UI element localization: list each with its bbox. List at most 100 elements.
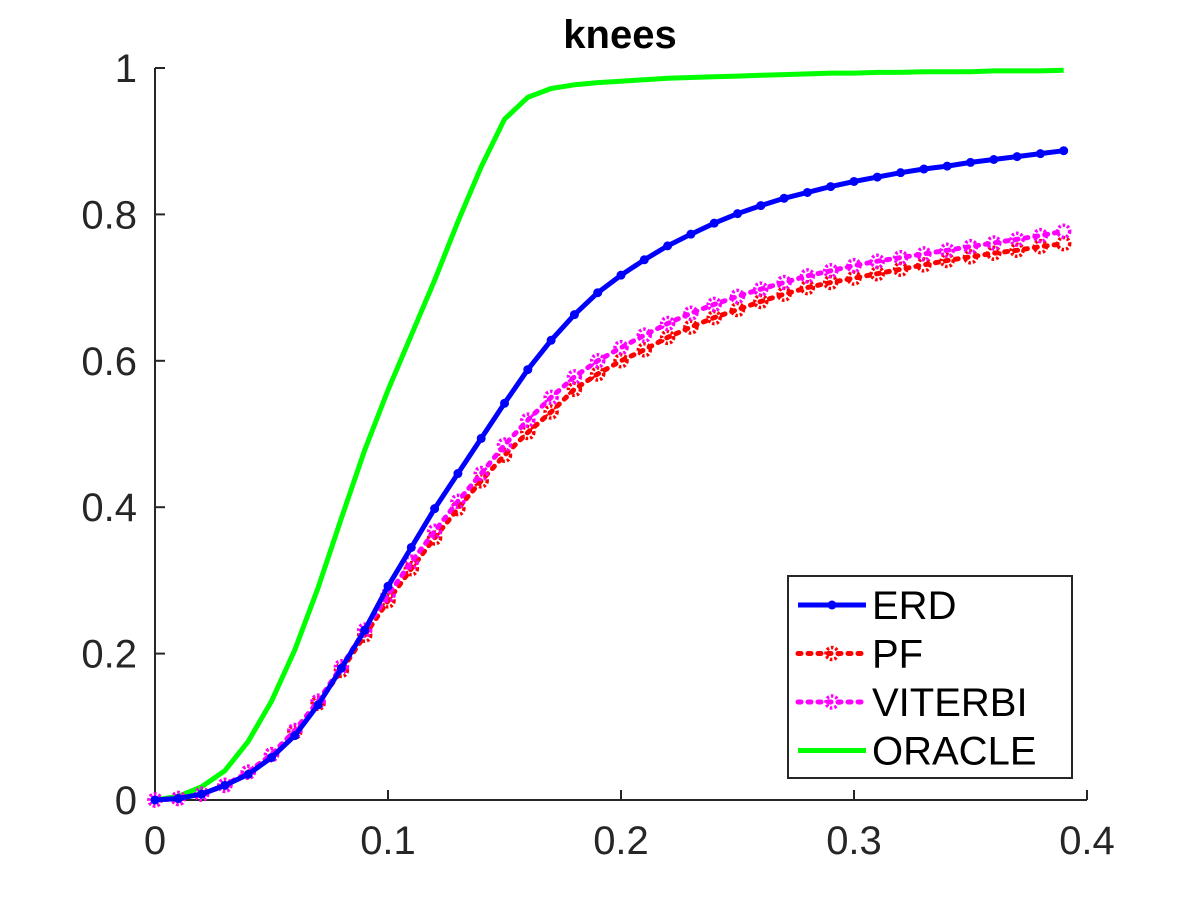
data-point [290,731,300,741]
data-point [663,241,673,251]
data-point [150,795,160,805]
series-line [154,148,1065,803]
data-point [892,249,909,266]
data-point [546,335,556,345]
y-tick-label: 1 [115,47,137,91]
data-point [802,187,812,197]
x-tick-label: 0.3 [826,819,882,863]
legend-item-oracle: ORACLE [798,730,1037,774]
data-point [1035,149,1045,159]
data-point [426,523,443,540]
data-point [916,246,932,262]
data-point [1012,152,1022,162]
y-tick-label: 0.2 [81,633,137,677]
series-viterbi [147,223,1072,808]
data-point [846,257,862,274]
data-point [986,245,1002,261]
data-point [779,193,789,203]
data-point [197,789,207,799]
data-point [430,504,440,514]
data-point [962,238,979,255]
data-point [799,268,816,284]
data-point [313,700,323,710]
data-point [849,176,859,186]
data-point [986,235,1002,251]
data-point [869,253,886,269]
legend-item-viterbi: VITERBI [795,681,1028,725]
data-point [566,369,583,385]
data-point [896,168,906,178]
data-point [1059,146,1069,156]
x-tick-label: 0.1 [360,819,416,863]
legend-marker [827,600,837,610]
data-point [683,305,699,321]
series-line [154,67,1064,803]
data-point [1055,235,1072,252]
data-point [336,663,346,673]
data-point [636,327,653,343]
y-tick-label: 0.4 [81,486,137,530]
data-point [453,469,463,479]
data-point [613,339,629,356]
data-point [989,155,999,164]
data-point [729,288,746,305]
data-point [593,288,603,298]
data-point [683,319,699,335]
data-point [939,242,955,259]
data-point [1032,227,1049,244]
data-point [686,229,696,239]
axes: 0 0.1 0.2 0.3 0.4 0 0.2 0.4 0.6 0.8 1 [81,47,1114,863]
data-point [639,255,649,265]
data-point [826,182,836,192]
data-point [173,794,183,804]
series-erd [150,146,1069,805]
data-point [473,465,489,482]
data-point [243,769,253,779]
legend-marker [824,645,840,662]
chart-title: knees [563,13,676,57]
data-point [403,560,420,577]
data-point [520,412,536,428]
legend-box [787,575,1073,779]
x-tick-label: 0.4 [1059,819,1115,863]
series-line [152,228,1067,803]
data-point [543,389,559,406]
legend-item-pf: PF [795,633,923,677]
data-point [919,164,929,174]
data-point [753,281,769,297]
data-point [616,270,626,280]
data-point [822,263,839,279]
data-point [220,780,230,790]
series-layer [147,67,1072,808]
y-tick-label: 0 [115,779,137,823]
data-point [356,622,373,638]
data-point [709,218,719,228]
data-point [966,157,975,167]
data-point [706,296,722,313]
data-point [360,625,370,635]
legend-label: PF [872,633,923,677]
data-point [589,353,606,369]
x-tick-label: 0 [144,819,166,863]
legend-label: VITERBI [872,681,1028,725]
y-tick-label: 0.8 [81,193,137,237]
data-point [659,329,676,346]
data-point [636,342,653,358]
data-point [569,310,579,320]
data-point [776,274,792,291]
data-point [733,209,742,219]
y-tick-label: 0.6 [81,340,137,384]
data-point [872,172,882,182]
data-point [450,493,466,510]
x-tick-label: 0.2 [593,819,649,863]
legend-label: ORACLE [872,730,1037,774]
data-point [496,437,513,453]
legend-label: ERD [872,584,956,628]
data-point [756,201,766,211]
data-point [1055,223,1072,239]
data-point [1009,231,1025,248]
data-point [939,252,955,269]
data-point [267,753,276,763]
